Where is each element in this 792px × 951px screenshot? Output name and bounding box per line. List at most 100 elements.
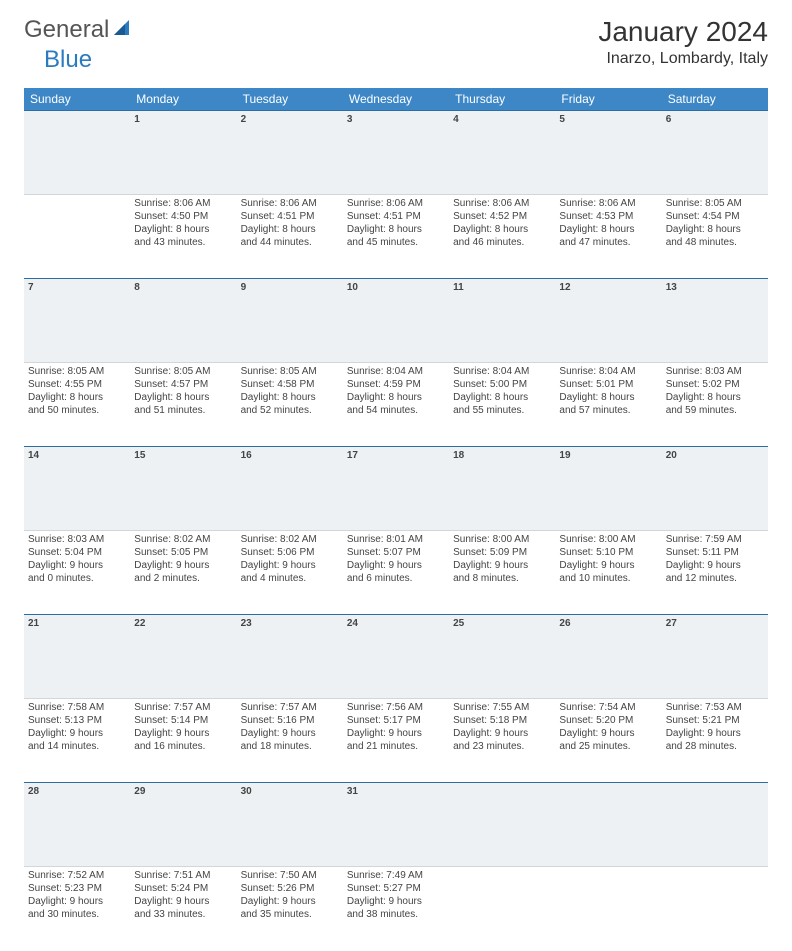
daylight-text-1: Daylight: 8 hours (28, 391, 126, 404)
day-cell: Sunrise: 7:56 AMSunset: 5:17 PMDaylight:… (343, 699, 449, 783)
weekday-header: Saturday (662, 88, 768, 111)
day-cell: Sunrise: 8:06 AMSunset: 4:52 PMDaylight:… (449, 195, 555, 279)
sunrise-text: Sunrise: 7:51 AM (134, 869, 232, 882)
daylight-text-1: Daylight: 8 hours (347, 223, 445, 236)
daylight-text-1: Daylight: 9 hours (559, 727, 657, 740)
day-number: 16 (237, 447, 343, 531)
day-body-row: Sunrise: 7:58 AMSunset: 5:13 PM Daylight:… (24, 699, 768, 783)
day-number: 29 (130, 783, 236, 867)
daylight-text-1: Daylight: 8 hours (453, 223, 551, 236)
sunset-text: Sunset: 5:01 PM (559, 378, 657, 391)
daylight-text-1: Daylight: 9 hours (28, 559, 126, 572)
day-number: 7 (24, 279, 130, 363)
sunrise-text: Sunrise: 8:06 AM (559, 197, 657, 210)
day-number: 6 (662, 111, 768, 195)
sunrise-text: Sunrise: 7:58 AM (28, 701, 126, 714)
day-body-row: Sunrise: 8:06 AMSunset: 4:50 PMDaylight:… (24, 195, 768, 279)
daylight-text-2: and 48 minutes. (666, 236, 764, 249)
day-cell: Sunrise: 7:57 AMSunset: 5:14 PMDaylight:… (130, 699, 236, 783)
day-cell: Sunrise: 8:05 AMSunset: 4:58 PMDaylight:… (237, 363, 343, 447)
daylight-text-1: Daylight: 9 hours (559, 559, 657, 572)
sunset-text: Sunset: 5:05 PM (134, 546, 232, 559)
sunset-text: Sunset: 5:20 PM (559, 714, 657, 727)
daylight-text-2: and 0 minutes. (28, 572, 126, 585)
sunset-text: Sunset: 5:17 PM (347, 714, 445, 727)
day-number-row: 123456 (24, 111, 768, 195)
day-number (555, 783, 661, 867)
sunset-text: Sunset: 5:10 PM (559, 546, 657, 559)
day-number: 17 (343, 447, 449, 531)
sunset-text: Sunset: 5:27 PM (347, 882, 445, 895)
day-number: 4 (449, 111, 555, 195)
daylight-text-1: Daylight: 9 hours (347, 895, 445, 908)
day-cell: Sunrise: 8:01 AMSunset: 5:07 PMDaylight:… (343, 531, 449, 615)
day-number: 2 (237, 111, 343, 195)
daylight-text-1: Daylight: 8 hours (241, 223, 339, 236)
daylight-text-2: and 21 minutes. (347, 740, 445, 753)
daylight-text-1: Daylight: 9 hours (28, 895, 126, 908)
day-number-row: 14151617181920 (24, 447, 768, 531)
logo-text-2: Blue (44, 46, 92, 73)
sunrise-text: Sunrise: 8:02 AM (134, 533, 232, 546)
sunset-text: Sunset: 5:24 PM (134, 882, 232, 895)
sunrise-text: Sunrise: 7:52 AM (28, 869, 126, 882)
sunrise-text: Sunrise: 7:50 AM (241, 869, 339, 882)
day-number-row: 21222324252627 (24, 615, 768, 699)
day-cell: Sunrise: 7:58 AMSunset: 5:13 PMDaylight:… (24, 699, 130, 783)
daylight-text-1: Daylight: 8 hours (559, 391, 657, 404)
day-number: 3 (343, 111, 449, 195)
daylight-text-1: Daylight: 9 hours (134, 559, 232, 572)
day-number (449, 783, 555, 867)
sunset-text: Sunset: 5:04 PM (28, 546, 126, 559)
sunrise-text: Sunrise: 8:04 AM (559, 365, 657, 378)
day-number: 25 (449, 615, 555, 699)
daylight-text-1: Daylight: 9 hours (666, 559, 764, 572)
sunrise-text: Sunrise: 7:55 AM (453, 701, 551, 714)
sunset-text: Sunset: 5:26 PM (241, 882, 339, 895)
day-cell: Sunrise: 7:59 AMSunset: 5:11 PMDaylight:… (662, 531, 768, 615)
daylight-text-2: and 46 minutes. (453, 236, 551, 249)
sunset-text: Sunset: 5:13 PM (28, 714, 126, 727)
day-cell: Sunrise: 8:06 AMSunset: 4:53 PMDaylight:… (555, 195, 661, 279)
weekday-header: Tuesday (237, 88, 343, 111)
daylight-text-1: Daylight: 9 hours (134, 727, 232, 740)
sunset-text: Sunset: 4:54 PM (666, 210, 764, 223)
day-number: 23 (237, 615, 343, 699)
daylight-text-2: and 50 minutes. (28, 404, 126, 417)
sunset-text: Sunset: 4:52 PM (453, 210, 551, 223)
daylight-text-1: Daylight: 9 hours (347, 727, 445, 740)
day-number (662, 783, 768, 867)
day-number: 10 (343, 279, 449, 363)
sunrise-text: Sunrise: 8:05 AM (241, 365, 339, 378)
sunset-text: Sunset: 4:59 PM (347, 378, 445, 391)
weekday-header-row: Sunday Monday Tuesday Wednesday Thursday… (24, 88, 768, 111)
day-number: 20 (662, 447, 768, 531)
day-number: 30 (237, 783, 343, 867)
daylight-text-2: and 6 minutes. (347, 572, 445, 585)
day-cell: Sunrise: 8:05 AMSunset: 4:55 PMDaylight:… (24, 363, 130, 447)
day-cell: Sunrise: 8:04 AMSunset: 4:59 PMDaylight:… (343, 363, 449, 447)
day-number: 27 (662, 615, 768, 699)
sunrise-text: Sunrise: 8:00 AM (453, 533, 551, 546)
day-number: 22 (130, 615, 236, 699)
sunrise-text: Sunrise: 8:06 AM (134, 197, 232, 210)
day-cell: Sunrise: 8:02 AMSunset: 5:05 PMDaylight:… (130, 531, 236, 615)
day-cell: Sunrise: 8:03 AMSunset: 5:04 PMDaylight:… (24, 531, 130, 615)
day-cell: Sunrise: 8:00 AMSunset: 5:10 PMDaylight:… (555, 531, 661, 615)
sunset-text: Sunset: 4:55 PM (28, 378, 126, 391)
sunset-text: Sunset: 5:06 PM (241, 546, 339, 559)
daylight-text-2: and 44 minutes. (241, 236, 339, 249)
day-body-row: Sunrise: 8:05 AMSunset: 4:55 PMDaylight:… (24, 363, 768, 447)
day-cell: Sunrise: 8:05 AMSunset: 4:57 PMDaylight:… (130, 363, 236, 447)
day-number (24, 111, 130, 195)
daylight-text-1: Daylight: 8 hours (666, 391, 764, 404)
weekday-header: Monday (130, 88, 236, 111)
day-number: 5 (555, 111, 661, 195)
day-cell (662, 867, 768, 951)
daylight-text-2: and 4 minutes. (241, 572, 339, 585)
sunrise-text: Sunrise: 8:05 AM (28, 365, 126, 378)
logo: General (24, 16, 135, 44)
daylight-text-2: and 52 minutes. (241, 404, 339, 417)
day-number: 1 (130, 111, 236, 195)
day-cell: Sunrise: 8:06 AMSunset: 4:50 PMDaylight:… (130, 195, 236, 279)
